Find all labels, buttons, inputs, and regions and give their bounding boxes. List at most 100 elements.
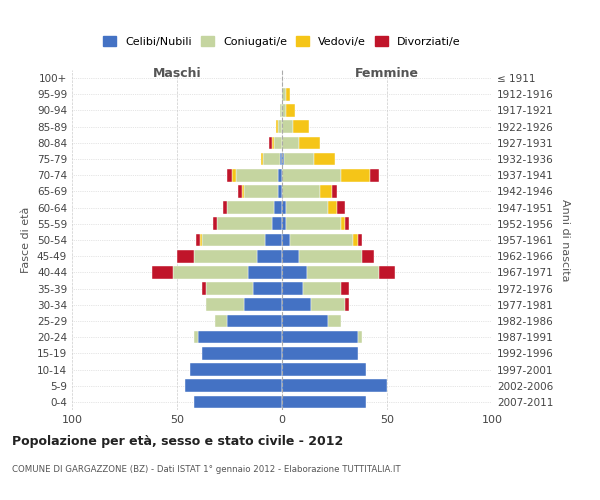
Bar xyxy=(299,136,320,149)
Bar xyxy=(194,250,257,262)
Bar xyxy=(261,152,263,166)
Bar xyxy=(177,250,194,262)
Bar xyxy=(196,234,200,246)
Bar xyxy=(370,169,379,181)
Bar xyxy=(253,282,282,295)
Bar xyxy=(286,104,295,117)
Text: Maschi: Maschi xyxy=(152,67,202,80)
Bar xyxy=(185,380,282,392)
Bar xyxy=(282,331,358,344)
Bar xyxy=(276,120,278,133)
Bar xyxy=(341,282,349,295)
Bar xyxy=(236,169,278,181)
Bar xyxy=(206,282,253,295)
Bar xyxy=(200,234,202,246)
Bar xyxy=(299,250,362,262)
Bar xyxy=(282,120,293,133)
Bar xyxy=(353,234,358,246)
Bar xyxy=(341,218,345,230)
Bar xyxy=(202,347,282,360)
Bar xyxy=(311,298,345,311)
Bar xyxy=(244,298,282,311)
Bar xyxy=(282,380,387,392)
Bar xyxy=(282,185,320,198)
Bar xyxy=(284,152,314,166)
Bar xyxy=(238,185,242,198)
Bar xyxy=(337,202,345,214)
Bar xyxy=(282,250,299,262)
Bar xyxy=(194,396,282,408)
Text: Popolazione per età, sesso e stato civile - 2012: Popolazione per età, sesso e stato civil… xyxy=(12,435,343,448)
Bar xyxy=(278,185,282,198)
Bar xyxy=(202,282,206,295)
Bar xyxy=(282,347,358,360)
Bar xyxy=(332,185,337,198)
Bar xyxy=(345,218,349,230)
Bar xyxy=(282,282,303,295)
Text: COMUNE DI GARGAZZONE (BZ) - Dati ISTAT 1° gennaio 2012 - Elaborazione TUTTITALIA: COMUNE DI GARGAZZONE (BZ) - Dati ISTAT 1… xyxy=(12,465,401,474)
Bar xyxy=(223,202,227,214)
Bar xyxy=(248,266,282,278)
Bar xyxy=(358,331,362,344)
Bar xyxy=(215,314,227,328)
Bar xyxy=(341,169,370,181)
Bar xyxy=(274,202,282,214)
Bar xyxy=(282,298,311,311)
Bar xyxy=(293,120,310,133)
Bar xyxy=(282,169,341,181)
Bar xyxy=(269,136,271,149)
Legend: Celibi/Nubili, Coniugati/e, Vedovi/e, Divorziati/e: Celibi/Nubili, Coniugati/e, Vedovi/e, Di… xyxy=(99,32,465,52)
Bar xyxy=(198,331,282,344)
Bar xyxy=(282,234,290,246)
Bar xyxy=(282,152,284,166)
Bar xyxy=(358,234,362,246)
Bar xyxy=(278,120,282,133)
Bar xyxy=(290,234,353,246)
Bar xyxy=(190,363,282,376)
Bar xyxy=(303,282,341,295)
Bar xyxy=(286,202,328,214)
Bar xyxy=(242,185,244,198)
Bar xyxy=(286,88,290,101)
Bar xyxy=(282,314,328,328)
Bar xyxy=(307,266,379,278)
Bar xyxy=(328,202,337,214)
Bar xyxy=(280,104,282,117)
Bar xyxy=(257,250,282,262)
Bar xyxy=(328,314,341,328)
Bar xyxy=(362,250,374,262)
Text: Femmine: Femmine xyxy=(355,67,419,80)
Bar xyxy=(202,234,265,246)
Bar xyxy=(263,152,280,166)
Bar xyxy=(314,152,335,166)
Bar xyxy=(278,169,282,181)
Bar xyxy=(244,185,278,198)
Bar xyxy=(286,218,341,230)
Bar xyxy=(152,266,173,278)
Bar xyxy=(282,136,299,149)
Y-axis label: Anni di nascita: Anni di nascita xyxy=(560,198,570,281)
Bar xyxy=(282,218,286,230)
Bar xyxy=(265,234,282,246)
Bar xyxy=(217,218,271,230)
Y-axis label: Fasce di età: Fasce di età xyxy=(22,207,31,273)
Bar xyxy=(227,314,282,328)
Bar xyxy=(280,152,282,166)
Bar xyxy=(194,331,198,344)
Bar xyxy=(379,266,395,278)
Bar xyxy=(227,202,274,214)
Bar xyxy=(282,104,286,117)
Bar xyxy=(271,218,282,230)
Bar xyxy=(173,266,248,278)
Bar xyxy=(274,136,282,149)
Bar xyxy=(213,218,217,230)
Bar xyxy=(232,169,236,181)
Bar xyxy=(320,185,332,198)
Bar xyxy=(206,298,244,311)
Bar xyxy=(282,202,286,214)
Bar xyxy=(271,136,274,149)
Bar xyxy=(227,169,232,181)
Bar xyxy=(282,396,366,408)
Bar xyxy=(282,88,286,101)
Bar xyxy=(345,298,349,311)
